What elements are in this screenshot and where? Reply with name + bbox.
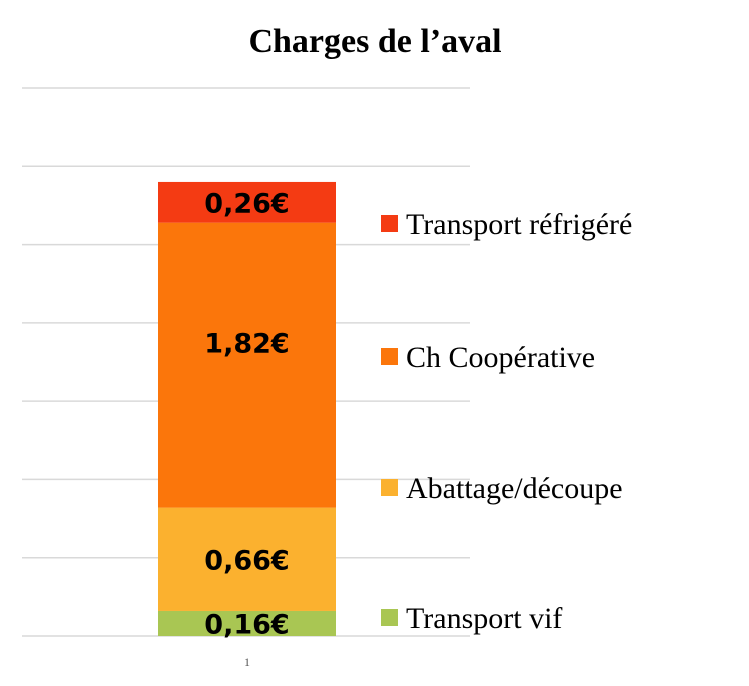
bar-segment	[158, 222, 336, 508]
legend-swatch	[381, 479, 398, 496]
x-tick-labels: 1	[244, 655, 250, 669]
x-tick-label: 1	[244, 655, 250, 669]
bar-segment	[158, 507, 336, 611]
legend-swatch	[381, 609, 398, 626]
data-label: 0,26€	[204, 188, 289, 219]
bar-segments	[158, 181, 336, 636]
legend-entry: Transport vif	[381, 602, 562, 635]
data-labels: 0,16€ 0,66€ 1,82€ 0,26€	[204, 188, 289, 640]
legend-label: Transport vif	[406, 602, 562, 635]
legend-entry: Abattage/découpe	[381, 472, 623, 505]
legend-entry: Transport réfrigéré	[381, 208, 632, 241]
data-label: 0,66€	[204, 545, 289, 576]
bar-segment	[158, 610, 336, 636]
legend-swatch	[381, 215, 398, 232]
legend-swatch	[381, 348, 398, 365]
data-label: 1,82€	[204, 328, 289, 359]
legend-entry: Ch Coopérative	[381, 341, 595, 374]
bar-segment	[158, 181, 336, 223]
legend-label: Abattage/découpe	[406, 472, 623, 505]
legend-label: Transport réfrigéré	[406, 208, 632, 241]
data-label: 0,16€	[204, 609, 289, 640]
chart-title: Charges de l’aval	[248, 23, 501, 60]
legend: Transport vif Abattage/découpe Ch Coopérat…	[381, 208, 632, 635]
legend-label: Ch Coopérative	[406, 341, 595, 374]
